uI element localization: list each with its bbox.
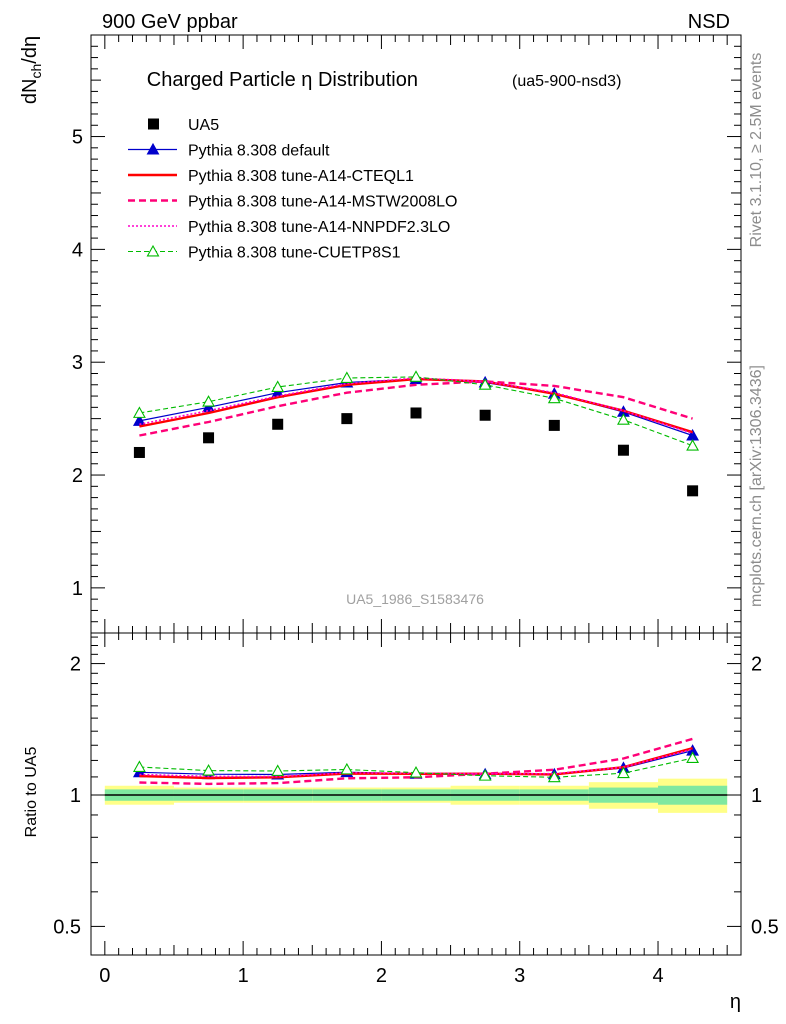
main-series-5-line	[139, 376, 693, 447]
ratio-series-4-point	[202, 764, 215, 776]
ua5-data-point	[617, 444, 629, 456]
ratio-series-4-point	[271, 764, 285, 776]
ratio-y-axis-label: Ratio to UA5	[23, 747, 40, 838]
main-series-2-line	[139, 377, 693, 434]
ua5-data-point	[479, 409, 491, 421]
ratio-series-layer	[132, 737, 700, 786]
ratio-y-tick-label-right: 0.5	[751, 916, 779, 938]
ua5-data-point	[410, 407, 422, 419]
main-series-5-point	[202, 395, 215, 407]
analysis-label: UA5_1986_S1583476	[346, 591, 484, 607]
ratio-y-tick-label: 0.5	[53, 916, 81, 938]
ratio-series-4-point	[617, 766, 630, 779]
ratio-y-tick-label: 2	[70, 654, 81, 676]
y-label-dn: dN	[19, 79, 41, 105]
ua5-data-point	[272, 418, 284, 430]
legend-marker-5	[146, 244, 160, 257]
main-series-4-line	[139, 377, 693, 435]
legend-label-0: UA5	[188, 117, 219, 134]
legend: UA5 Pythia 8.308 default Pythia 8.308 tune…	[128, 117, 457, 262]
x-tick-label: 2	[376, 965, 387, 987]
legend-label-5: Pythia 8.308 tune-CUETP8S1	[188, 245, 401, 262]
main-series-5-point	[132, 406, 146, 418]
x-tick-label: 3	[514, 965, 525, 987]
ua5-data-point	[203, 432, 215, 444]
ua5-data-point	[687, 485, 699, 497]
main-panel: 1 2 3 4 5 Charged Particle η Distribution (u…	[19, 34, 742, 634]
ua5-data-point	[341, 413, 353, 425]
ratio-series-4-point	[478, 769, 492, 781]
ua5-data-point	[548, 419, 560, 431]
legend-label-3: Pythia 8.308 tune-A14-MSTW2008LO	[188, 194, 457, 211]
legend-label-4: Pythia 8.308 tune-A14-NNPDF2.3LO	[188, 219, 450, 236]
mcplots-text: mcplots.cern.ch [arXiv:1306.3436]	[748, 365, 765, 607]
legend-label-2: Pythia 8.308 tune-A14-CTEQL1	[188, 168, 414, 185]
y-label-ch: ch	[28, 64, 44, 79]
main-series-5-point	[271, 380, 285, 392]
main-series-3-line	[139, 380, 693, 437]
main-chart-title: Charged Particle η Distribution	[147, 69, 418, 91]
main-series-5-point	[478, 378, 492, 390]
header-left: 900 GeV ppbar	[102, 11, 238, 33]
ua5-data-point	[133, 446, 145, 458]
ratio-y-tick-label-right: 2	[751, 654, 762, 676]
rivet-version-text: Rivet 3.1.10, ≥ 2.5M events	[748, 53, 765, 248]
main-series-1-point	[202, 400, 215, 413]
main-series-5-point	[409, 370, 423, 382]
main-y-tick-label: 3	[72, 352, 83, 374]
ratio-series-4-point	[547, 770, 561, 783]
main-chart-subtitle: (ua5-900-nsd3)	[512, 73, 621, 90]
main-y-tick-label: 4	[72, 239, 83, 261]
legend-label-1: Pythia 8.308 default	[188, 143, 330, 160]
x-axis-label: η	[730, 991, 741, 1013]
main-y-tick-label: 5	[72, 127, 83, 149]
ratio-series-4-point	[132, 760, 146, 772]
x-tick-label: 1	[238, 965, 249, 987]
main-y-tick-label: 1	[72, 578, 83, 600]
main-series-5-point	[617, 413, 630, 425]
header-right: NSD	[688, 11, 730, 33]
x-tick-label: 4	[652, 965, 663, 987]
ratio-series-4-point	[686, 751, 700, 764]
main-y-tick-label: 2	[72, 465, 83, 487]
main-series-layer	[132, 370, 700, 497]
legend-marker-ua5	[148, 118, 159, 130]
ratio-y-tick-label: 1	[70, 785, 81, 807]
ratio-series-4-point	[409, 766, 423, 778]
ratio-axis-ticks: 0.5 0.5 1 1 2 2 0 1 2 3 4	[53, 633, 779, 987]
legend-marker-1	[146, 142, 160, 155]
ratio-panel-frame	[90, 632, 742, 956]
main-y-axis-label: dNch/dη	[19, 36, 44, 104]
x-tick-label: 0	[99, 965, 110, 987]
main-series-5-point	[340, 371, 354, 383]
uncertainty-band	[104, 778, 728, 813]
ratio-panel: 0.5 0.5 1 1 2 2 0 1 2 3 4 Ratio to UA5 η	[23, 632, 779, 1013]
main-series-5-point	[547, 391, 561, 404]
ratio-series-4-point	[340, 762, 354, 775]
y-label-deta: /dη	[19, 36, 41, 64]
ratio-y-tick-label-right: 1	[751, 785, 762, 807]
main-axis-ticks: 1 2 3 4 5	[72, 35, 741, 633]
main-series-5-point	[686, 439, 700, 451]
